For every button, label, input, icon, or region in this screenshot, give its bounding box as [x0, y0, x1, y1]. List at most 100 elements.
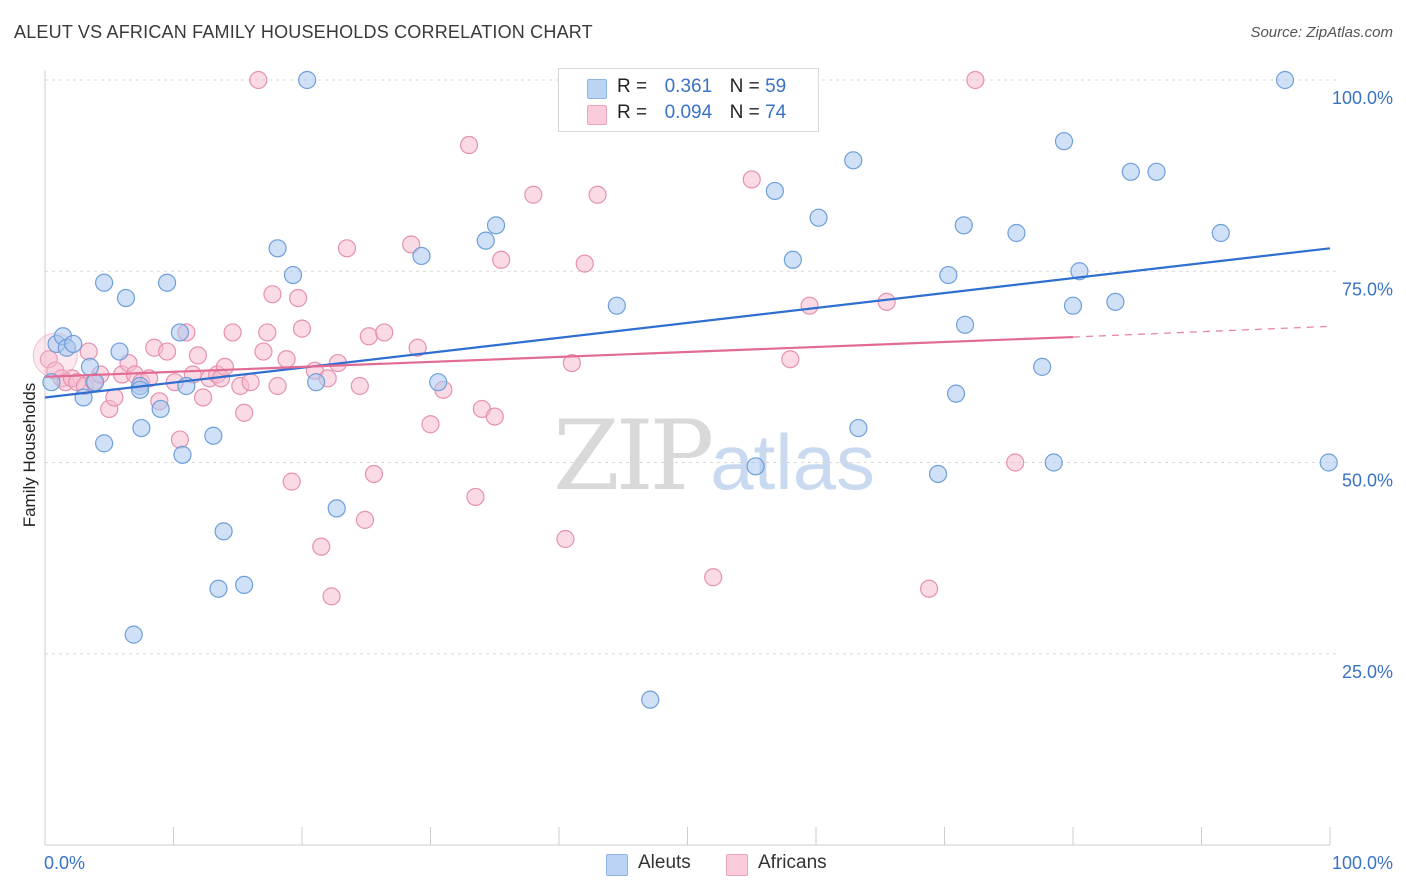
africans-point — [193, 388, 213, 407]
africans-point — [223, 323, 242, 342]
aleuts-points — [42, 70, 1338, 709]
africans-point — [289, 288, 308, 308]
africans-point — [704, 568, 723, 587]
africans-point — [562, 353, 581, 373]
aleuts-point — [1070, 262, 1089, 281]
aleuts-swatch — [587, 79, 607, 99]
aleuts-point — [783, 250, 802, 269]
africans-point — [919, 579, 939, 598]
aleuts-point — [209, 579, 228, 598]
trend-lines — [44, 247, 1331, 399]
africans-point — [263, 285, 282, 304]
africans-point — [781, 350, 800, 369]
legend-aleuts-stats: R = 0.361 N = 59 — [617, 76, 787, 97]
africans-point — [524, 185, 543, 204]
africans-point — [170, 430, 190, 449]
aleuts-point — [283, 265, 303, 285]
aleuts-point — [151, 399, 170, 419]
aleuts-point — [1121, 162, 1140, 181]
aleuts-point — [1147, 162, 1166, 181]
africans-point — [258, 323, 277, 342]
africans-point — [282, 472, 301, 491]
africans-point — [375, 323, 394, 342]
aleuts-point — [307, 373, 326, 392]
africans-point — [292, 319, 312, 338]
africans-point — [105, 388, 124, 407]
africans-point — [492, 250, 511, 269]
africans-point — [337, 239, 357, 258]
watermark-atlas: atlas — [710, 418, 875, 506]
africans-point — [241, 373, 260, 392]
africans-point — [157, 342, 177, 361]
aleuts-point — [1007, 223, 1026, 243]
africans-point — [408, 338, 427, 357]
africans-point — [364, 464, 384, 484]
africans-trend-extension — [1072, 325, 1331, 338]
aleuts-point — [412, 246, 431, 266]
aleuts-point — [1106, 292, 1125, 311]
aleuts-point — [746, 457, 765, 476]
aleuts-point — [116, 288, 136, 308]
aleuts-point — [1033, 357, 1052, 376]
aleuts-point — [955, 315, 975, 334]
aleuts-legend-swatch — [606, 854, 628, 876]
aleuts-point — [809, 208, 828, 227]
axes — [44, 70, 1331, 846]
aleuts-point — [204, 426, 223, 445]
africans-point — [215, 357, 234, 376]
aleuts-point — [928, 464, 948, 484]
aleuts-point — [95, 273, 114, 292]
africans-point — [800, 296, 819, 315]
aleuts-point — [476, 231, 495, 250]
africans-point — [877, 292, 896, 311]
stats-legend: R = 0.361 N = 59 R = 0.094 N = 74 — [558, 68, 819, 132]
africans-point — [188, 346, 208, 365]
aleuts-point — [1063, 296, 1083, 315]
aleuts-point — [124, 625, 143, 644]
aleuts-n-value: 59 — [765, 76, 787, 97]
watermark: ZIPatlas — [553, 400, 875, 512]
aleuts-point — [946, 384, 966, 403]
aleuts-point — [1044, 453, 1063, 472]
africans-point — [312, 537, 331, 556]
africans-point — [575, 254, 594, 273]
aleuts-point — [607, 296, 626, 315]
legend-africans-stats: R = 0.094 N = 74 — [617, 102, 787, 123]
aleuts-point — [641, 690, 660, 709]
africans-point — [485, 407, 504, 426]
africans-legend-swatch — [726, 854, 748, 876]
aleuts-point — [486, 216, 506, 235]
aleuts-point — [939, 265, 958, 285]
aleuts-point — [429, 373, 448, 392]
africans-point — [235, 403, 254, 422]
aleuts-point — [170, 323, 190, 342]
chart-title: ALEUT VS AFRICAN FAMILY HOUSEHOLDS CORRE… — [14, 22, 593, 42]
aleuts-point — [132, 418, 151, 438]
africans-point — [402, 235, 421, 254]
africans-swatch — [587, 105, 607, 125]
africans-point — [459, 135, 479, 155]
africans-point — [1006, 453, 1025, 472]
y-axis-label: Family Households — [20, 382, 39, 528]
aleuts-point — [327, 499, 346, 518]
aleuts-point — [268, 239, 287, 258]
aleuts-legend-label: Aleuts — [638, 852, 691, 873]
africans-point — [322, 587, 341, 606]
aleuts-point — [80, 357, 100, 376]
y-tick-label: 75.0% — [1342, 279, 1393, 299]
aleuts-point — [42, 373, 61, 392]
aleuts-point — [173, 445, 192, 464]
y-tick-label: 50.0% — [1342, 471, 1393, 491]
aleuts-point — [95, 434, 114, 453]
aleuts-point — [849, 418, 868, 438]
aleuts-point — [214, 522, 233, 541]
aleuts-point — [157, 273, 177, 292]
gridlines — [45, 79, 1336, 655]
africans-point — [742, 170, 761, 189]
aleuts-r-value: 0.361 — [664, 76, 713, 97]
africans-point — [350, 376, 369, 396]
africans-r-value: 0.094 — [664, 102, 713, 123]
africans-point — [466, 487, 485, 507]
aleuts-point — [64, 334, 83, 354]
y-tick-label: 100.0% — [1332, 88, 1393, 108]
